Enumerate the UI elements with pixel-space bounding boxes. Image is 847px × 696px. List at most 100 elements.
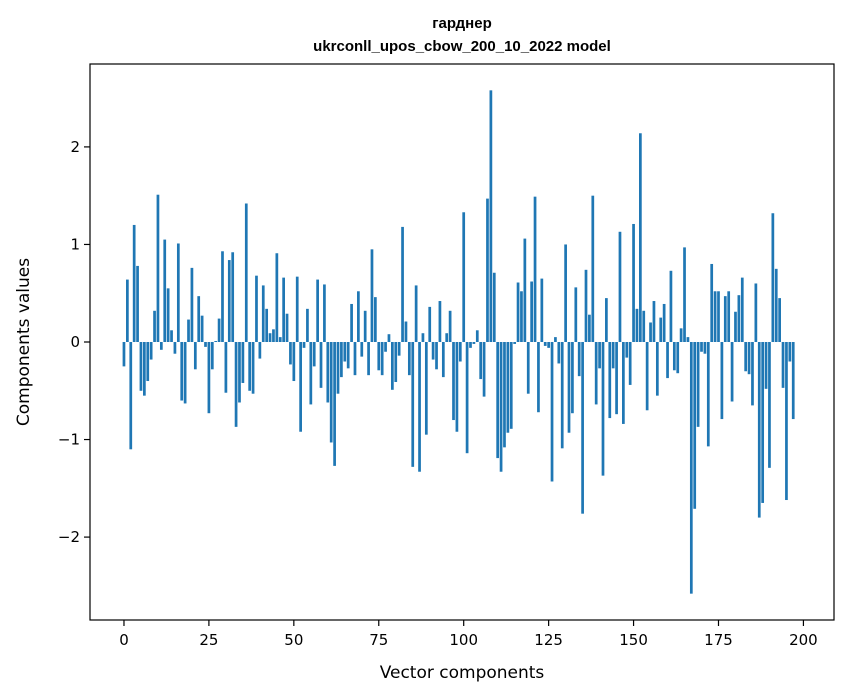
x-tick-label: 150: [619, 631, 648, 649]
bar-43: [268, 333, 272, 342]
bar-17: [180, 342, 184, 401]
bar-44: [272, 329, 275, 342]
bar-117: [520, 291, 523, 342]
bar-192: [774, 268, 778, 342]
x-axis-label: Vector components: [380, 663, 545, 683]
bar-30: [224, 342, 228, 393]
bar-161: [669, 270, 673, 342]
bar-68: [353, 342, 357, 376]
bar-86: [414, 285, 418, 342]
bar-184: [747, 342, 751, 375]
bar-143: [608, 342, 612, 419]
bar-155: [649, 322, 652, 342]
bar-16: [176, 243, 180, 342]
bar-162: [672, 342, 676, 371]
bar-50: [292, 342, 296, 382]
bar-181: [737, 295, 741, 342]
y-tick-label: 1: [70, 235, 80, 253]
bar-32: [231, 252, 235, 342]
bar-63: [336, 342, 340, 394]
bar-20: [190, 267, 194, 342]
bar-120: [530, 281, 533, 342]
bar-160: [666, 342, 669, 379]
bar-67: [350, 303, 353, 342]
bar-189: [764, 342, 768, 389]
bar-11: [159, 342, 163, 350]
bar-101: [465, 342, 469, 454]
bar-90: [428, 306, 432, 342]
bar-139: [594, 342, 598, 405]
bar-93: [438, 301, 442, 342]
bar-77: [384, 342, 387, 352]
bar-42: [265, 308, 269, 342]
bar-18: [183, 342, 187, 404]
bar-28: [217, 318, 221, 342]
bar-34: [238, 342, 241, 403]
bar-110: [496, 342, 500, 459]
bar-163: [676, 342, 680, 374]
bar-1: [126, 279, 129, 342]
bar-49: [289, 342, 292, 365]
bar-178: [727, 291, 731, 342]
bar-104: [475, 330, 479, 342]
bar-125: [547, 342, 550, 348]
bar-148: [625, 342, 629, 358]
y-tick-label: −1: [58, 431, 80, 449]
bar-95: [445, 333, 449, 342]
bar-74: [374, 297, 377, 342]
bar-193: [778, 298, 781, 342]
bar-94: [441, 342, 445, 378]
bar-135: [581, 342, 584, 514]
bar-138: [591, 195, 595, 342]
bar-146: [618, 231, 622, 342]
bar-89: [424, 342, 428, 435]
bar-108: [489, 90, 493, 342]
bar-187: [757, 342, 761, 518]
bar-48: [285, 313, 289, 342]
bar-4: [136, 265, 139, 342]
bar-175: [717, 291, 720, 342]
bar-8: [149, 342, 153, 360]
bars-group: [122, 90, 795, 594]
bar-99: [458, 342, 462, 362]
bar-19: [187, 319, 190, 342]
bar-15: [173, 342, 177, 354]
bar-183: [744, 342, 748, 372]
bar-65: [343, 342, 347, 362]
bar-76: [380, 342, 384, 376]
bar-180: [734, 311, 737, 342]
bar-96: [448, 310, 452, 342]
bar-196: [788, 342, 792, 362]
x-tick-label: 25: [199, 631, 218, 649]
plot-frame: [89, 63, 835, 621]
bar-82: [401, 226, 404, 342]
bar-36: [244, 203, 248, 342]
bar-112: [503, 342, 506, 448]
bar-153: [642, 310, 646, 342]
bar-26: [210, 342, 214, 370]
bar-83: [404, 321, 408, 342]
bar-0: [122, 342, 126, 367]
chart-subtitle: ukrconll_upos_cbow_200_10_2022 model: [313, 38, 611, 55]
bar-113: [506, 342, 510, 433]
y-tick-label: −2: [58, 528, 80, 546]
bar-151: [635, 308, 639, 342]
bar-37: [248, 342, 252, 391]
bar-106: [482, 342, 486, 397]
x-tick-label: 50: [284, 631, 303, 649]
bar-170: [700, 342, 703, 352]
bar-173: [710, 263, 714, 342]
bar-136: [584, 269, 588, 342]
bar-119: [526, 342, 530, 394]
bar-147: [622, 342, 625, 424]
bar-167: [689, 342, 693, 594]
bar-41: [261, 285, 265, 342]
bar-127: [554, 337, 557, 342]
x-tick-label: 200: [789, 631, 818, 649]
bar-40: [258, 342, 262, 359]
bar-156: [652, 301, 656, 342]
x-tick-label: 75: [369, 631, 388, 649]
bar-158: [659, 317, 663, 342]
bar-114: [509, 342, 513, 429]
bar-5: [139, 342, 143, 391]
